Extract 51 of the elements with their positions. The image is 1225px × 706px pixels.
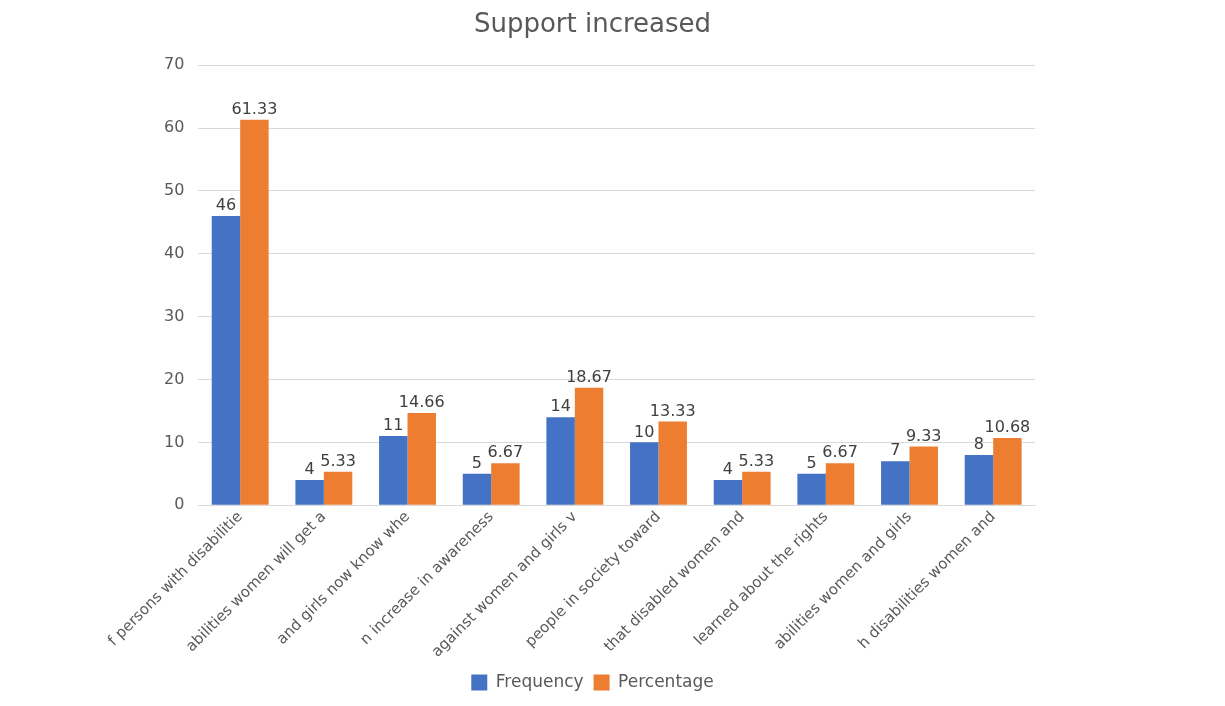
legend-label: Frequency: [495, 670, 584, 691]
data-label: 14: [550, 396, 571, 416]
bar: [323, 471, 353, 505]
data-label: 4: [304, 459, 315, 479]
bar: [658, 421, 687, 505]
data-label: 6.67: [822, 442, 858, 462]
bar: [742, 471, 771, 505]
bar: [295, 480, 324, 505]
y-tick-label: 0: [174, 494, 185, 514]
bar: [909, 446, 938, 505]
bar: [630, 442, 659, 505]
bar: [407, 413, 436, 505]
bar: [713, 480, 743, 505]
data-label: 7: [890, 440, 901, 460]
chart-title: Support increased: [473, 8, 712, 39]
bar: [574, 387, 604, 505]
data-label: 5.33: [738, 450, 775, 470]
y-tick-label: 10: [164, 431, 185, 451]
data-label: 10.68: [984, 417, 1031, 437]
data-label: 61.33: [231, 98, 278, 118]
data-label: 18.67: [566, 367, 612, 387]
bar: [825, 463, 855, 505]
bar: [211, 216, 241, 505]
data-label: 46: [215, 195, 237, 215]
bar: [964, 454, 994, 505]
bar: [797, 473, 826, 505]
bar: [240, 119, 269, 505]
data-label: 8: [973, 434, 985, 454]
bar: [491, 463, 520, 505]
legend-label: Percentage: [618, 670, 714, 691]
data-label: 4: [722, 459, 734, 479]
y-tick-label: 50: [164, 180, 185, 200]
data-label: 9.33: [905, 425, 942, 445]
data-label: 11: [383, 415, 404, 435]
y-tick-label: 30: [164, 305, 185, 325]
data-label: 5.33: [320, 450, 356, 470]
data-label: 5: [806, 452, 817, 472]
data-label: 5: [471, 452, 483, 472]
y-tick-label: 60: [164, 117, 185, 137]
bar: [462, 473, 492, 505]
bar: [379, 436, 408, 505]
data-label: 6.67: [487, 442, 524, 462]
bar: [881, 461, 910, 505]
y-tick-label: 40: [164, 242, 185, 262]
bar: [546, 417, 575, 505]
y-tick-label: 20: [164, 368, 185, 388]
data-label: 10: [634, 421, 655, 441]
data-label: 13.33: [649, 400, 696, 420]
bar: [993, 438, 1022, 505]
data-label: 14.66: [398, 392, 445, 412]
y-tick-label: 70: [164, 54, 185, 74]
